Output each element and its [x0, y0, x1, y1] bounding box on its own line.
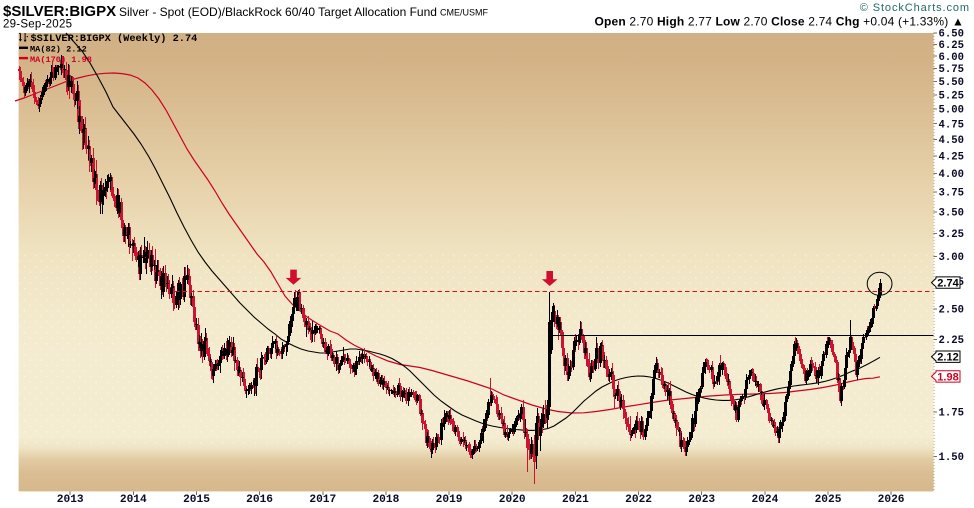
svg-text:2013: 2013 — [57, 494, 84, 506]
svg-text:5.75: 5.75 — [939, 64, 964, 76]
svg-text:$SILVER:BIGPX: $SILVER:BIGPX — [3, 3, 116, 20]
svg-text:2025: 2025 — [815, 494, 842, 506]
svg-text:2021: 2021 — [562, 494, 589, 506]
svg-text:Silver - Spot (EOD)/BlackRock: Silver - Spot (EOD)/BlackRock 60/40 Targ… — [119, 5, 437, 19]
svg-text:3.00: 3.00 — [939, 252, 964, 264]
svg-text:5.50: 5.50 — [939, 77, 964, 89]
svg-text:2014: 2014 — [120, 494, 147, 506]
svg-text:3.75: 3.75 — [939, 188, 964, 200]
svg-text:6.25: 6.25 — [939, 40, 964, 52]
svg-text:2016: 2016 — [246, 494, 273, 506]
svg-text:2018: 2018 — [372, 494, 399, 506]
svg-text:6.50: 6.50 — [939, 29, 964, 41]
svg-text:2023: 2023 — [688, 494, 715, 506]
svg-text:2.25: 2.25 — [939, 335, 964, 347]
svg-text:MA(170) 1.98: MA(170) 1.98 — [30, 55, 92, 65]
svg-text:2.12: 2.12 — [937, 352, 958, 364]
svg-text:3.25: 3.25 — [939, 229, 964, 241]
svg-text:2022: 2022 — [625, 494, 652, 506]
svg-text:4.50: 4.50 — [939, 135, 964, 147]
svg-text:4.00: 4.00 — [939, 169, 964, 181]
svg-text:2024: 2024 — [751, 494, 778, 506]
svg-text:2.50: 2.50 — [939, 305, 964, 317]
svg-text:5.25: 5.25 — [939, 90, 964, 102]
svg-text:Open 2.70 High 2.77 Low 2.70 C: Open 2.70 High 2.77 Low 2.70 Close 2.74 … — [594, 15, 964, 29]
svg-text:6.00: 6.00 — [939, 52, 964, 64]
svg-text:2019: 2019 — [436, 494, 463, 506]
svg-text:3.50: 3.50 — [939, 208, 964, 220]
svg-text:$SILVER:BIGPX (Weekly) 2.74: $SILVER:BIGPX (Weekly) 2.74 — [31, 33, 198, 45]
svg-text:2015: 2015 — [183, 494, 210, 506]
svg-text:4.25: 4.25 — [939, 151, 964, 163]
svg-text:1.98: 1.98 — [937, 371, 958, 383]
svg-text:5.00: 5.00 — [939, 105, 964, 117]
svg-text:MA(82) 2.12: MA(82) 2.12 — [30, 45, 87, 55]
svg-text:4.75: 4.75 — [939, 119, 964, 131]
svg-text:29-Sep-2025: 29-Sep-2025 — [3, 19, 72, 31]
svg-text:2020: 2020 — [499, 494, 526, 506]
svg-text:1.75: 1.75 — [939, 408, 964, 420]
svg-text:© StockCharts.com: © StockCharts.com — [860, 2, 970, 14]
svg-text:1.50: 1.50 — [939, 452, 964, 464]
svg-text:2026: 2026 — [878, 494, 905, 506]
svg-text:CME/USMF: CME/USMF — [440, 8, 488, 18]
svg-text:2017: 2017 — [309, 494, 336, 506]
svg-text:2.74: 2.74 — [937, 278, 959, 290]
